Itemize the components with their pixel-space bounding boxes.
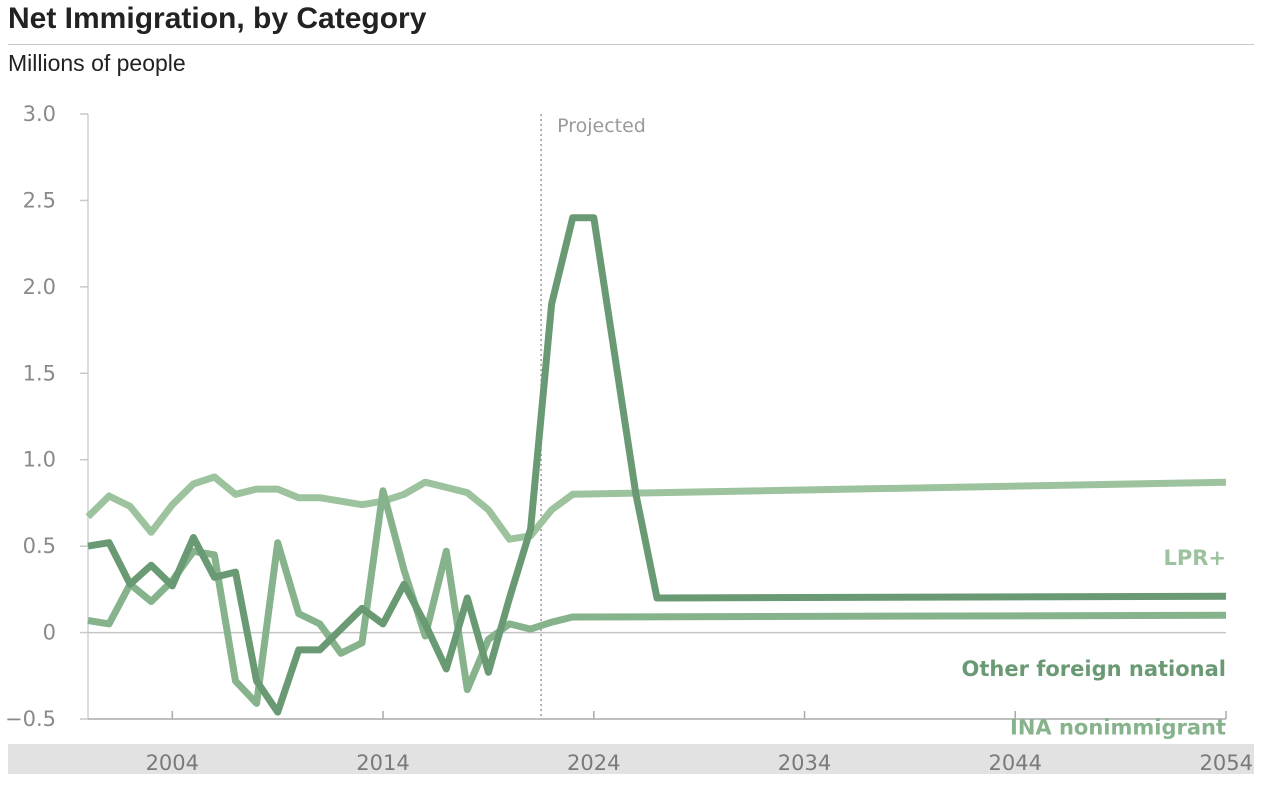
projected-annotation: Projected (557, 115, 646, 137)
x-tick-label: 2014 (356, 751, 409, 775)
series-line-other-foreign-national (87, 214, 1227, 716)
series-line-lpr (85, 473, 1227, 543)
series-label-ina-nonimmigrant: INA nonimmigrant (1010, 716, 1226, 740)
title-divider (8, 44, 1254, 45)
series-lines (85, 214, 1227, 716)
y-tick-label: 1.5 (23, 361, 56, 385)
y-ticks: −0.5 0 0.5 1.0 1.5 2.0 2.5 3.0 (5, 102, 88, 731)
y-tick-label: −0.5 (5, 707, 56, 731)
chart-subtitle: Millions of people (8, 50, 186, 76)
x-axis-band (8, 744, 1254, 774)
y-tick-label: 3.0 (23, 102, 56, 126)
chart-title: Net Immigration, by Category (8, 2, 427, 35)
series-label-other-foreign-national: Other foreign national (961, 657, 1226, 681)
y-tick-label: 2.5 (23, 188, 56, 212)
y-tick-label: 0.5 (23, 534, 56, 558)
series-label-lpr: LPR+ (1163, 546, 1226, 570)
y-tick-label: 2.0 (23, 275, 56, 299)
x-tick-label: 2054 (1200, 751, 1253, 775)
y-tick-label: 0 (43, 621, 56, 645)
x-tick-label: 2024 (567, 751, 620, 775)
y-tick-label: 1.0 (23, 448, 56, 472)
x-ticks: 2004 2014 2024 2034 2044 2054 (146, 711, 1253, 775)
x-tick-label: 2044 (989, 751, 1042, 775)
x-tick-label: 2004 (146, 751, 199, 775)
series-labels: LPR+ Other foreign national INA nonimmigra… (961, 546, 1226, 739)
x-tick-label: 2034 (778, 751, 831, 775)
